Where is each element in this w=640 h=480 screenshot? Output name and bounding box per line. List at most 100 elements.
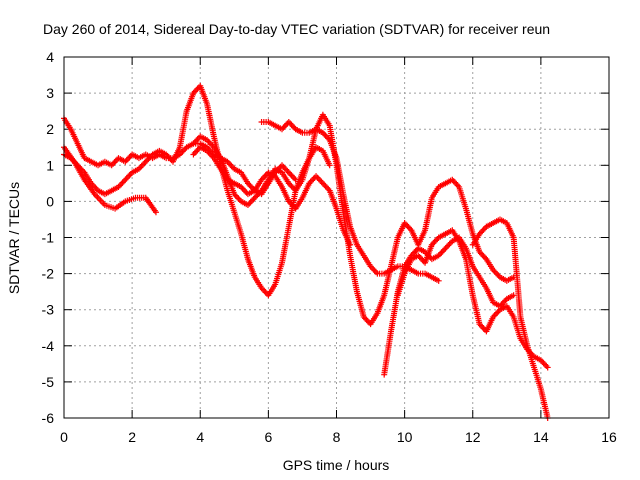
data-point-marker [122,176,129,183]
data-point-marker [323,184,330,191]
data-point-marker [363,316,370,323]
y-tick-label: 2 [46,121,54,137]
data-point-marker [240,186,247,193]
data-point-marker [289,202,296,209]
data-point-marker [247,183,254,190]
series-track-5 [190,111,517,328]
data-point-marker [404,222,411,229]
data-point-marker [119,179,126,186]
data-point-marker [262,289,269,296]
data-point-marker [285,118,292,125]
data-point-marker [235,195,242,202]
data-point-marker [313,173,320,180]
data-point-marker [138,163,145,170]
data-point-marker [123,157,130,164]
data-point-marker [289,123,296,130]
data-point-marker [322,183,329,190]
data-point-marker [261,173,268,180]
data-point-marker [371,267,378,274]
data-point-marker [438,249,445,256]
data-point-marker [120,178,127,185]
x-tick-label: 16 [601,429,617,445]
data-point-marker [283,121,290,128]
data-point-marker [416,253,423,260]
data-point-marker [280,163,287,170]
data-point-marker [540,360,547,367]
data-point-marker [249,197,256,204]
series-track-3 [61,82,333,299]
data-point-marker [126,172,133,179]
y-tick-label: -5 [42,374,55,390]
data-point-marker [453,181,460,188]
y-tick-label: 0 [46,193,54,209]
plot-frame [63,56,610,419]
data-point-marker [287,170,294,177]
data-point-marker [321,181,328,188]
grid-lines [64,57,609,418]
data-point-marker [370,266,377,273]
data-point-marker [479,251,486,258]
data-point-marker [544,364,551,371]
data-point-marker [492,269,499,276]
data-point-marker [281,165,288,172]
data-point-marker [142,158,149,165]
data-point-marker [284,168,291,175]
data-point-marker [288,121,295,128]
data-point-marker [125,173,132,180]
data-point-marker [118,181,125,188]
y-tick-label: -2 [42,266,55,282]
data-point-marker [288,172,295,179]
y-tick-label: -6 [42,410,55,426]
data-point-marker [439,248,446,255]
data-point-marker [251,194,258,201]
data-point-marker [261,287,268,294]
data-point-marker [152,209,159,216]
data-point-marker [110,160,117,167]
data-point-marker [308,177,315,184]
data-point-marker [310,176,317,183]
data-point-marker [285,169,292,176]
data-point-marker [431,238,438,245]
plot-area [61,82,551,421]
data-point-marker [442,245,449,252]
y-tick-label: -4 [42,338,55,354]
data-point-marker [180,147,187,154]
data-point-marker [480,226,487,233]
data-point-marker [364,318,371,325]
data-point-marker [246,200,253,207]
data-point-marker [373,269,380,276]
data-point-marker [249,184,256,191]
data-point-marker [322,132,329,139]
x-tick-label: 6 [264,429,272,445]
x-tick-label: 2 [128,429,136,445]
data-point-marker [492,311,499,318]
data-point-marker [494,271,501,278]
data-point-marker [283,166,290,173]
x-tick-label: 12 [465,429,481,445]
data-point-marker [279,162,285,169]
data-point-marker [190,151,197,158]
data-point-marker [315,176,322,183]
data-point-marker [317,177,324,184]
x-tick-label: 4 [196,429,204,445]
data-point-marker [441,246,448,253]
data-point-marker [141,160,148,167]
data-point-marker [193,148,200,155]
data-point-marker [291,175,298,182]
data-point-marker [347,241,354,248]
data-point-marker [289,173,296,180]
data-point-marker [280,124,287,131]
data-point-marker [228,163,235,170]
data-point-marker [318,178,325,185]
data-point-marker [319,180,326,187]
data-point-marker [479,228,486,235]
data-point-marker [123,175,130,182]
data-point-marker [314,174,321,181]
data-point-marker [445,242,452,249]
y-tick-label: 3 [46,85,54,101]
data-point-marker [494,309,501,316]
data-point-marker [480,253,487,260]
data-point-marker [443,243,450,250]
y-axis-label: SDTVAR / TECUs [6,182,22,294]
